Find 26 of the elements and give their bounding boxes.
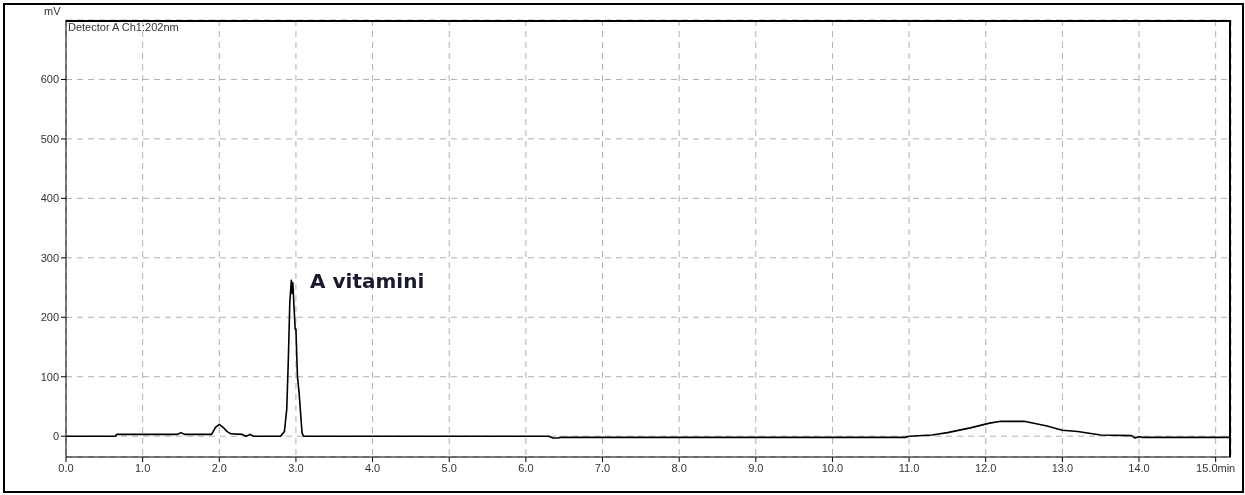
y-tick-label: 100 [40, 370, 59, 383]
x-tick-label: 14.0 [1128, 461, 1150, 474]
x-tick-label: 13.0 [1051, 461, 1074, 474]
y-axis-title: mV [44, 5, 61, 17]
x-tick-label: 10.0 [821, 461, 844, 474]
y-tick-label: 600 [40, 73, 59, 86]
x-tick-label: 8.0 [671, 461, 687, 474]
x-tick-label: 0.0 [58, 461, 74, 474]
x-tick-label: 2.0 [211, 461, 227, 474]
y-tick-label: 500 [40, 132, 59, 145]
x-tick-label: 3.0 [288, 461, 304, 474]
x-tick-label: 1.0 [135, 461, 151, 474]
x-tick-label: 5.0 [441, 461, 457, 474]
y-tick-label: 300 [40, 251, 59, 264]
x-tick-label: 11.0 [898, 461, 920, 474]
x-tick-label: 9.0 [748, 461, 764, 474]
y-tick-label: 0 [52, 430, 59, 443]
x-tick-label: 15.0min [1196, 461, 1236, 474]
x-tick-label: 7.0 [594, 461, 611, 474]
y-tick-label: 200 [40, 311, 59, 324]
annotation: A vitamini [310, 268, 425, 293]
annotation: Detector A Ch1:202nm [68, 21, 179, 33]
x-tick-label: 6.0 [518, 461, 534, 474]
x-tick-label: 4.0 [364, 461, 381, 474]
y-tick-label: 400 [40, 192, 59, 205]
x-tick-label: 12.0 [975, 461, 997, 474]
